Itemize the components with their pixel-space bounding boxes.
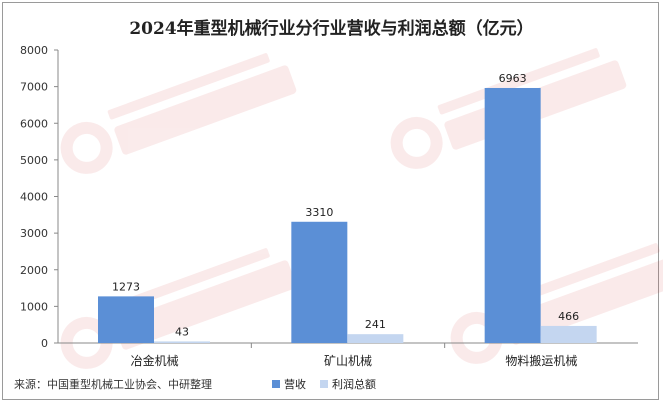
data-label-revenue: 3310 <box>305 206 333 219</box>
legend-label-profit: 利润总额 <box>332 378 376 391</box>
bar-profit <box>540 325 597 343</box>
x-category-label: 冶金机械 <box>131 353 179 368</box>
bar-revenue <box>291 221 348 343</box>
y-tick-label: 1000 <box>20 300 48 313</box>
legend: 营收 利润总额 <box>272 376 376 392</box>
legend-swatch-profit <box>320 380 328 388</box>
data-label-revenue: 6963 <box>499 72 527 85</box>
y-tick-label: 4000 <box>20 191 48 204</box>
source-note: 来源：中国重型机械工业协会、中研整理 <box>14 378 212 391</box>
x-category-label: 物料搬运机械 <box>505 353 577 368</box>
x-category-label: 矿山机械 <box>324 353 372 368</box>
bar-revenue <box>98 296 154 343</box>
legend-label-revenue: 营收 <box>284 378 306 391</box>
data-label-profit: 466 <box>558 310 579 323</box>
y-tick-label: 8000 <box>20 44 48 57</box>
y-axis: 0 1000 2000 3000 4000 5000 6000 7000 8000 <box>20 44 59 350</box>
bar-revenue <box>484 87 541 343</box>
y-tick-label: 0 <box>41 337 48 350</box>
bar-profit <box>347 334 404 343</box>
data-label-profit: 43 <box>175 325 189 338</box>
legend-swatch-revenue <box>272 380 280 388</box>
y-tick-label: 5000 <box>20 154 48 167</box>
data-label-profit: 241 <box>365 318 386 331</box>
bar-profit <box>154 341 210 343</box>
y-tick-label: 7000 <box>20 81 48 94</box>
x-axis: 冶金机械 矿山机械 物料搬运机械 <box>58 342 638 368</box>
y-tick-label: 2000 <box>20 264 48 277</box>
data-label-revenue: 1273 <box>112 280 140 293</box>
bars-layer <box>98 87 597 343</box>
data-labels-layer: 1273 43 3310 241 6963 466 <box>112 72 579 338</box>
y-tick-label: 6000 <box>20 117 48 130</box>
chart-title: 2024年重型机械行业分行业营收与利润总额（亿元） <box>129 19 534 39</box>
y-tick-label: 3000 <box>20 227 48 240</box>
